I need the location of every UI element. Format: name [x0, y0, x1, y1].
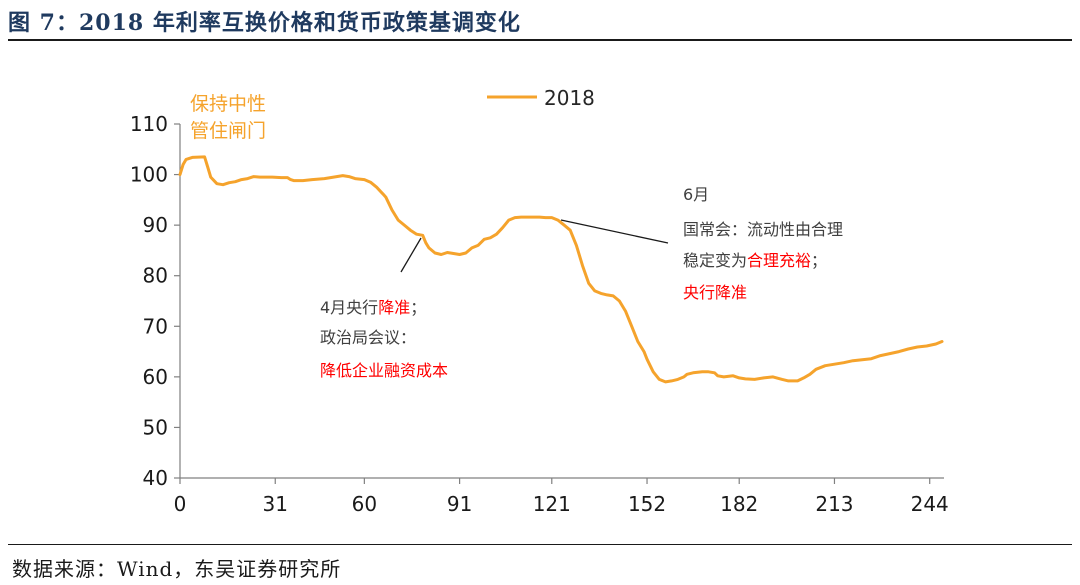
annotation-text-segment: 稳定变为 [683, 251, 747, 270]
callout-line-april [400, 237, 422, 273]
x-tick-label: 121 [533, 492, 571, 516]
x-ticks: 0 31 60 91 121 152 182 213 244 [174, 478, 949, 516]
x-tick-label: 60 [352, 492, 377, 516]
x-tick-label: 152 [628, 492, 666, 516]
source-divider [8, 544, 1072, 545]
annotation-april-line-2: 政治局会议： [320, 328, 416, 347]
annotation-neutral-line-2: 管住闸门 [190, 120, 266, 142]
x-tick-label: 213 [815, 492, 853, 516]
annotation-text-segment: 4月央行 [320, 298, 378, 317]
y-tick-label: 90 [143, 213, 168, 237]
legend: 2018 [487, 86, 595, 110]
x-tick-label: 0 [174, 492, 187, 516]
y-tick-label: 50 [143, 415, 168, 439]
annotation-june-line-4: 央行降准 [683, 283, 747, 302]
y-tick-label: 60 [143, 365, 168, 389]
annotation-april-line-1: 4月央行降准； [320, 298, 426, 317]
annotation-april-line-3: 降低企业融资成本 [320, 361, 448, 380]
legend-label: 2018 [544, 86, 595, 110]
annotation-june: 6月 国常会：流动性由合理 稳定变为合理充裕； 央行降准 [683, 185, 843, 302]
y-ticks: 40 50 60 70 80 90 100 110 [130, 112, 180, 490]
data-source: 数据来源：Wind，东吴证券研究所 [12, 557, 342, 581]
annotation-june-line-3: 稳定变为合理充裕； [683, 251, 827, 270]
annotation-text-segment: ； [410, 298, 426, 317]
x-tick-label: 244 [911, 492, 949, 516]
annotation-text-segment: 合理充裕 [747, 251, 811, 270]
callout-lines [400, 219, 669, 273]
annotation-text-segment: 降准 [378, 298, 410, 317]
annotation-april: 4月央行降准； 政治局会议： 降低企业融资成本 [320, 298, 448, 380]
annotation-neutral-line-1: 保持中性 [190, 93, 266, 115]
x-tick-label: 31 [263, 492, 288, 516]
annotation-neutral: 保持中性 管住闸门 [190, 93, 266, 142]
callout-line-june [560, 219, 669, 244]
series-line-2018 [178, 155, 944, 384]
annotation-text-segment: ； [811, 251, 827, 270]
annotation-june-line-1: 6月 [683, 185, 709, 204]
axes [179, 124, 944, 479]
x-tick-label: 182 [720, 492, 758, 516]
y-tick-label: 100 [130, 163, 168, 187]
figure-title: 图 7：2018 年利率互换价格和货币政策基调变化 [8, 10, 521, 36]
y-tick-label: 110 [130, 112, 168, 136]
y-tick-label: 40 [143, 466, 168, 490]
y-tick-label: 80 [143, 264, 168, 288]
title-divider [8, 39, 1072, 41]
y-tick-label: 70 [143, 314, 168, 338]
annotation-june-line-2: 国常会：流动性由合理 [683, 220, 843, 239]
x-tick-label: 91 [447, 492, 472, 516]
